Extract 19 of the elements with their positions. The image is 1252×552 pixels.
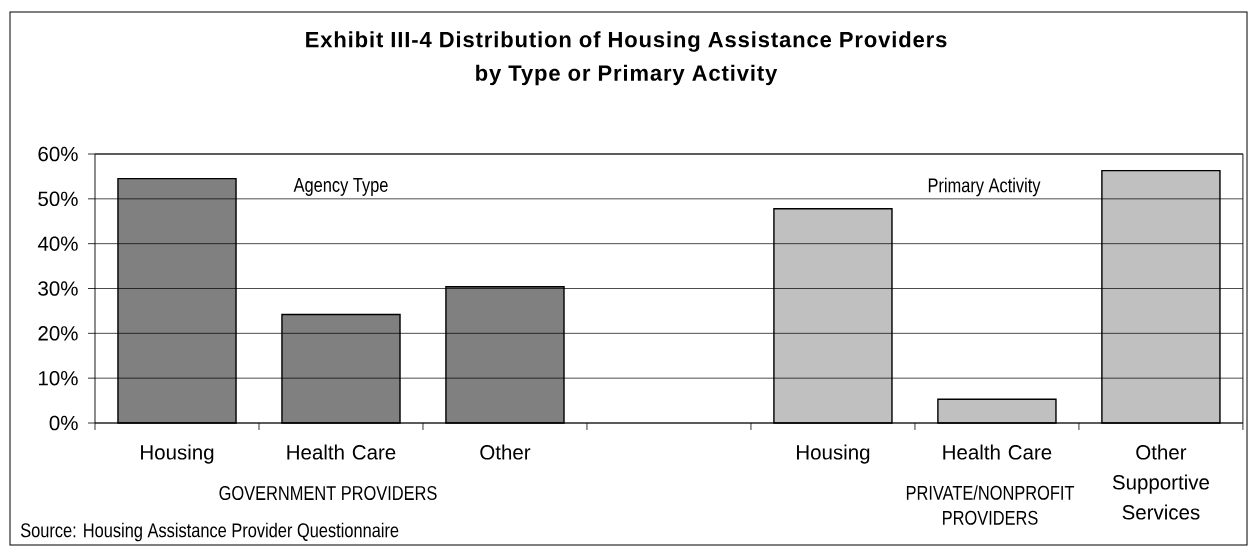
- x-tick-label: Other: [480, 444, 531, 460]
- y-tick-label: 40%: [37, 236, 78, 251]
- y-tick-label: 20%: [38, 326, 78, 341]
- x-tick-label: Health Care: [287, 444, 396, 460]
- y-tick-label: 50%: [38, 191, 78, 207]
- x-tick-label: Housing: [141, 444, 214, 464]
- chart-title: Exhibit III-4 Distribution of Housing Assistance Providers by Type or Primary Activity: [306, 31, 947, 86]
- source-note: Source: Housing Assistance Provider Questionnaire: [20, 522, 399, 542]
- y-tick-label: 0%: [49, 415, 78, 431]
- x-tick-label: Other Supportive Services: [1112, 444, 1209, 520]
- x-tick-label: Health Care: [943, 444, 1052, 460]
- text: GOVERNMENT PROVIDERS: [219, 485, 437, 501]
- annotation: Primary Activity: [928, 177, 1041, 197]
- y-tick-label: 60%: [38, 146, 78, 162]
- text: PRIVATE/NONPROFIT PROVIDERS: [906, 485, 1075, 525]
- y-tick-label: 30%: [38, 281, 78, 296]
- y-tick-label: 10%: [39, 370, 78, 386]
- annotation: Agency Type: [293, 178, 388, 196]
- x-tick-label: Housing: [797, 444, 870, 464]
